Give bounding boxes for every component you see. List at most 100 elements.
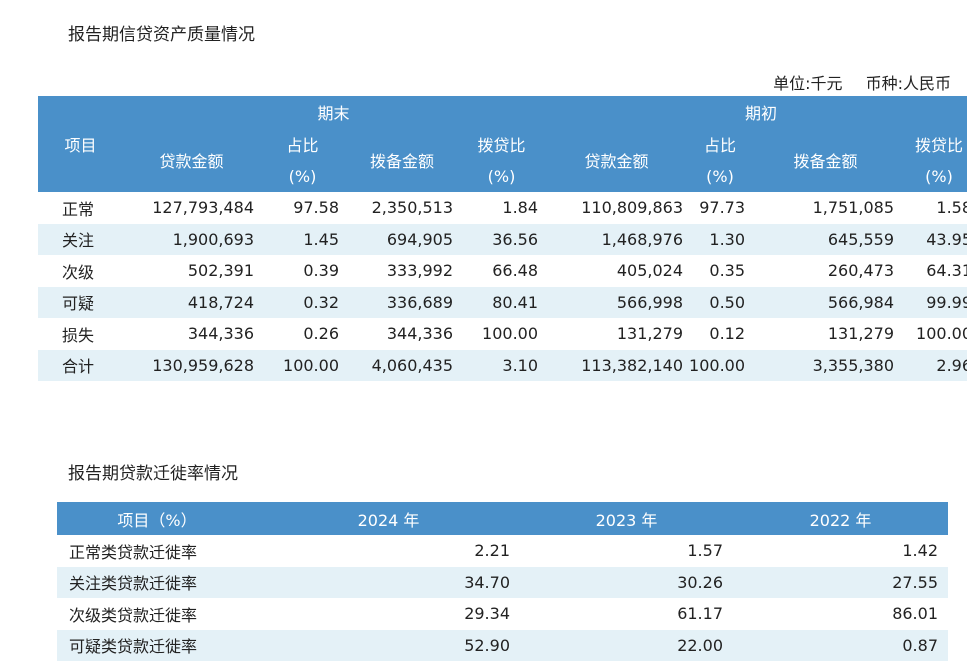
table-cell: 336,689	[345, 286, 459, 318]
table-cell: 86.01	[892, 604, 938, 624]
table-cell: 3.10	[459, 349, 545, 381]
table-cell: 29.34	[464, 604, 510, 624]
row-label: 次级	[62, 262, 95, 282]
table-cell: 64.31	[926, 261, 967, 281]
header-2022: 2022 年	[733, 502, 948, 535]
row-label: 可疑	[38, 286, 123, 318]
table-cell: 4,060,435	[345, 349, 459, 381]
table-row: 关注类贷款迁徙率 34.70 30.26 27.55	[57, 566, 948, 598]
table-cell: 1.58	[936, 198, 967, 218]
row-label: 损失	[62, 325, 95, 345]
header-2023: 2023 年	[520, 502, 733, 535]
table-cell: 502,391	[187, 261, 254, 281]
loan-quality-table: 项目 期末 期初 贷款金额 占比 拨备金额 拨贷比 贷款金额 占比 拨备金额 拨…	[38, 96, 967, 381]
table-row: 可疑 418,724 0.32 336,689 80.41 566,998 0.50 566,…	[38, 286, 967, 318]
header-loan-amount-start: 贷款金额	[544, 128, 690, 192]
table-row: 合计 130,959,628 100.00 4,060,435 3.10 113,382,…	[38, 349, 967, 381]
table-cell: 127,793,484	[152, 198, 254, 218]
table-cell: 333,992	[386, 261, 453, 281]
table-cell: 36.56	[459, 223, 545, 255]
unit-currency-note: 单位:千元 币种:人民币	[755, 70, 951, 94]
header-item: 项目	[38, 96, 123, 192]
table-cell: 3,355,380	[751, 349, 901, 381]
table-cell: 22.00	[520, 629, 733, 661]
table-cell: 0.87	[733, 629, 948, 661]
table-cell: 97.58	[293, 198, 339, 218]
table-cell: 1.45	[260, 223, 345, 255]
row-label: 合计	[38, 349, 123, 381]
table-cell: 110,809,863	[581, 198, 684, 218]
table-cell: 344,336	[187, 324, 254, 344]
table-cell: 2,350,513	[371, 198, 453, 218]
table-cell: 1,751,085	[812, 198, 895, 218]
table-cell: 344,336	[386, 324, 453, 344]
table-cell: 100.00	[482, 324, 539, 344]
currency-label: 币种:人民币	[865, 74, 951, 93]
table-cell: 0.26	[303, 324, 339, 344]
row-label: 次级类贷款迁徙率	[69, 605, 198, 625]
table-cell: 80.41	[459, 286, 545, 318]
table-cell: 61.17	[677, 604, 723, 624]
table-row: 正常 127,793,484 97.58 2,350,513 1.84 110,809,8…	[38, 192, 967, 224]
header-coverage-end: 拨贷比	[459, 128, 545, 160]
table-row: 损失 344,336 0.26 344,336 100.00 131,279 0.12 131…	[38, 318, 967, 350]
header-ratio-start-unit: (%)	[689, 160, 752, 192]
table-cell: 260,473	[827, 261, 895, 281]
table-cell: 100.00	[916, 324, 967, 344]
table-cell: 0.39	[303, 261, 339, 281]
table-cell: 0.35	[709, 261, 746, 281]
header-coverage-end-unit: (%)	[459, 160, 545, 192]
migration-rate-title: 报告期贷款迁徙率情况	[68, 464, 238, 484]
table-row: 关注 1,900,693 1.45 694,905 36.56 1,468,976 1.30…	[38, 223, 967, 255]
table-cell: 645,559	[751, 223, 901, 255]
table-cell: 52.90	[257, 629, 520, 661]
table-cell: 99.99	[900, 286, 967, 318]
table-cell: 1,900,693	[123, 223, 260, 255]
header-item-pct: 项目（%）	[57, 502, 257, 535]
table-row: 次级 502,391 0.39 333,992 66.48 405,024 0.35 260,…	[38, 255, 967, 287]
table-cell: 131,279	[616, 324, 684, 344]
table-cell: 130,959,628	[123, 349, 260, 381]
migration-rate-table: 项目（%） 2024 年 2023 年 2022 年 正常类贷款迁徙率 2.21 1…	[57, 502, 948, 661]
table-cell: 30.26	[520, 566, 733, 598]
table-row: 正常类贷款迁徙率 2.21 1.57 1.42	[57, 535, 948, 567]
table-cell: 34.70	[257, 566, 520, 598]
table-cell: 0.12	[709, 324, 746, 344]
table-cell: 2.96	[900, 349, 967, 381]
header-2024: 2024 年	[257, 502, 520, 535]
row-label: 正常	[62, 199, 95, 219]
header-provision-end: 拨备金额	[345, 128, 459, 192]
table-cell: 1.57	[687, 541, 723, 561]
table-cell: 113,382,140	[544, 349, 690, 381]
table-cell: 418,724	[123, 286, 260, 318]
table-cell: 100.00	[260, 349, 345, 381]
table-cell: 66.48	[492, 261, 539, 281]
table-cell: 1.84	[502, 198, 539, 218]
header-loan-amount-end: 贷款金额	[123, 128, 260, 192]
table-cell: 27.55	[733, 566, 948, 598]
header-ratio-start: 占比	[689, 128, 752, 160]
table-cell: 1.42	[902, 541, 938, 561]
table-cell: 100.00	[689, 349, 752, 381]
table-cell: 405,024	[616, 261, 684, 281]
row-label: 正常类贷款迁徙率	[69, 542, 198, 562]
row-label: 关注	[38, 223, 123, 255]
header-ratio-end-unit: (%)	[260, 160, 345, 192]
loan-quality-title: 报告期信贷资产质量情况	[68, 25, 255, 45]
header-period-end: 期末	[123, 96, 545, 128]
table-cell: 1,468,976	[544, 223, 690, 255]
table-cell: 43.95	[900, 223, 967, 255]
header-coverage-start-unit: (%)	[900, 160, 967, 192]
table-cell: 97.73	[699, 198, 746, 218]
table-cell: 2.21	[474, 541, 510, 561]
header-coverage-start: 拨贷比	[900, 128, 967, 160]
table-cell: 1.30	[689, 223, 752, 255]
table-cell: 566,984	[751, 286, 901, 318]
table-cell: 131,279	[827, 324, 895, 344]
table-cell: 694,905	[345, 223, 459, 255]
header-ratio-end: 占比	[260, 128, 345, 160]
table-cell: 0.32	[260, 286, 345, 318]
row-label: 可疑类贷款迁徙率	[57, 629, 257, 661]
header-period-start: 期初	[544, 96, 967, 128]
unit-label: 单位:千元	[773, 74, 843, 93]
